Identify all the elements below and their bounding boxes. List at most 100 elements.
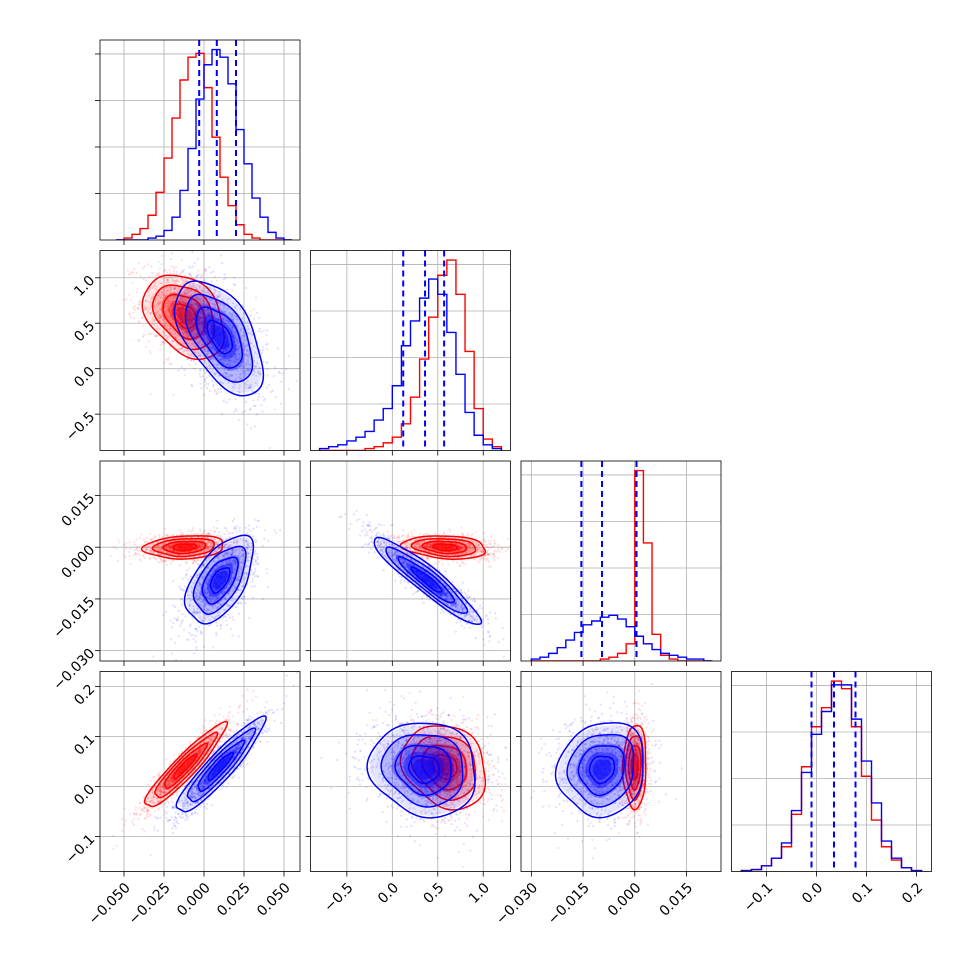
sample-point xyxy=(288,388,290,390)
sample-point xyxy=(253,564,255,566)
sample-point xyxy=(216,527,218,529)
sample-point xyxy=(148,333,150,335)
sample-point xyxy=(148,558,150,560)
sample-point xyxy=(171,652,173,654)
sample-point xyxy=(204,268,206,270)
sample-point xyxy=(262,360,264,362)
sample-point xyxy=(190,576,192,578)
sample-point xyxy=(128,294,130,296)
sample-point xyxy=(170,620,172,622)
sample-point xyxy=(225,527,227,529)
sample-point xyxy=(150,393,152,395)
sample-point xyxy=(226,289,228,291)
sample-point xyxy=(164,528,166,530)
sample-point xyxy=(198,626,200,628)
sample-point xyxy=(172,266,174,268)
sample-point xyxy=(132,306,134,308)
sample-point xyxy=(170,265,172,267)
sample-point xyxy=(249,409,251,411)
sample-point xyxy=(234,284,236,286)
sample-point xyxy=(154,275,156,277)
sample-point xyxy=(255,541,257,543)
sample-point xyxy=(202,375,204,377)
sample-point xyxy=(256,575,258,577)
sample-point xyxy=(124,556,126,558)
sample-point xyxy=(255,560,257,562)
sample-point xyxy=(195,557,197,559)
sample-point xyxy=(149,350,151,352)
sample-point xyxy=(239,530,241,532)
sample-point xyxy=(151,272,153,274)
sample-point xyxy=(178,351,180,353)
sample-point xyxy=(258,317,260,319)
sample-point xyxy=(128,555,130,557)
sample-point xyxy=(132,272,134,274)
sample-point xyxy=(170,314,172,316)
sample-point xyxy=(144,265,146,267)
sample-point xyxy=(138,304,140,306)
sample-point xyxy=(186,569,188,571)
sample-point xyxy=(219,627,221,629)
sample-point xyxy=(213,527,215,529)
sample-point xyxy=(156,274,158,276)
sample-point xyxy=(185,350,187,352)
sample-point xyxy=(488,540,490,542)
sample-point xyxy=(213,542,215,544)
sample-point xyxy=(142,325,144,327)
sample-point xyxy=(257,520,259,522)
sample-point xyxy=(266,329,268,331)
sample-point xyxy=(257,558,259,560)
sample-point xyxy=(181,604,183,606)
sample-point xyxy=(260,331,262,333)
sample-point xyxy=(128,273,130,275)
sample-point xyxy=(150,539,152,541)
sample-point xyxy=(214,276,216,278)
sample-point xyxy=(181,346,183,348)
sample-point xyxy=(253,308,255,310)
sample-point xyxy=(256,413,258,415)
sample-point xyxy=(483,532,485,534)
sample-point xyxy=(267,586,269,588)
sample-point xyxy=(192,634,194,636)
sample-point xyxy=(179,273,181,275)
sample-point xyxy=(211,280,213,282)
sample-point xyxy=(150,333,152,335)
sample-point xyxy=(208,266,210,268)
sample-point xyxy=(116,548,118,550)
sample-point xyxy=(130,316,132,318)
sample-point xyxy=(262,410,264,412)
sample-point xyxy=(252,528,254,530)
sample-point xyxy=(208,375,210,377)
sample-point xyxy=(236,525,238,527)
sample-point xyxy=(133,554,135,556)
sample-point xyxy=(198,274,200,276)
sample-point xyxy=(497,550,499,552)
sample-point xyxy=(241,411,243,413)
sample-point xyxy=(181,270,183,272)
sample-point xyxy=(133,541,135,543)
sample-point xyxy=(223,278,225,280)
sample-point xyxy=(136,538,138,540)
sample-point xyxy=(172,340,174,342)
sample-point xyxy=(262,349,264,351)
sample-point xyxy=(128,541,130,543)
sample-point xyxy=(208,624,210,626)
sample-point xyxy=(174,642,176,644)
sample-point xyxy=(258,396,260,398)
sample-point xyxy=(192,244,194,246)
sample-point xyxy=(233,518,235,520)
sample-point xyxy=(250,530,252,532)
sample-point xyxy=(210,272,212,274)
sample-point xyxy=(449,530,451,532)
sample-point xyxy=(208,533,210,535)
sample-point xyxy=(257,330,259,332)
sample-point xyxy=(278,371,280,373)
sample-point xyxy=(206,376,208,378)
sample-point xyxy=(154,536,156,538)
sample-point xyxy=(248,617,250,619)
sample-point xyxy=(255,297,257,299)
sample-point xyxy=(245,287,247,289)
sample-point xyxy=(166,281,168,283)
sample-point xyxy=(186,276,188,278)
sample-point xyxy=(213,530,215,532)
